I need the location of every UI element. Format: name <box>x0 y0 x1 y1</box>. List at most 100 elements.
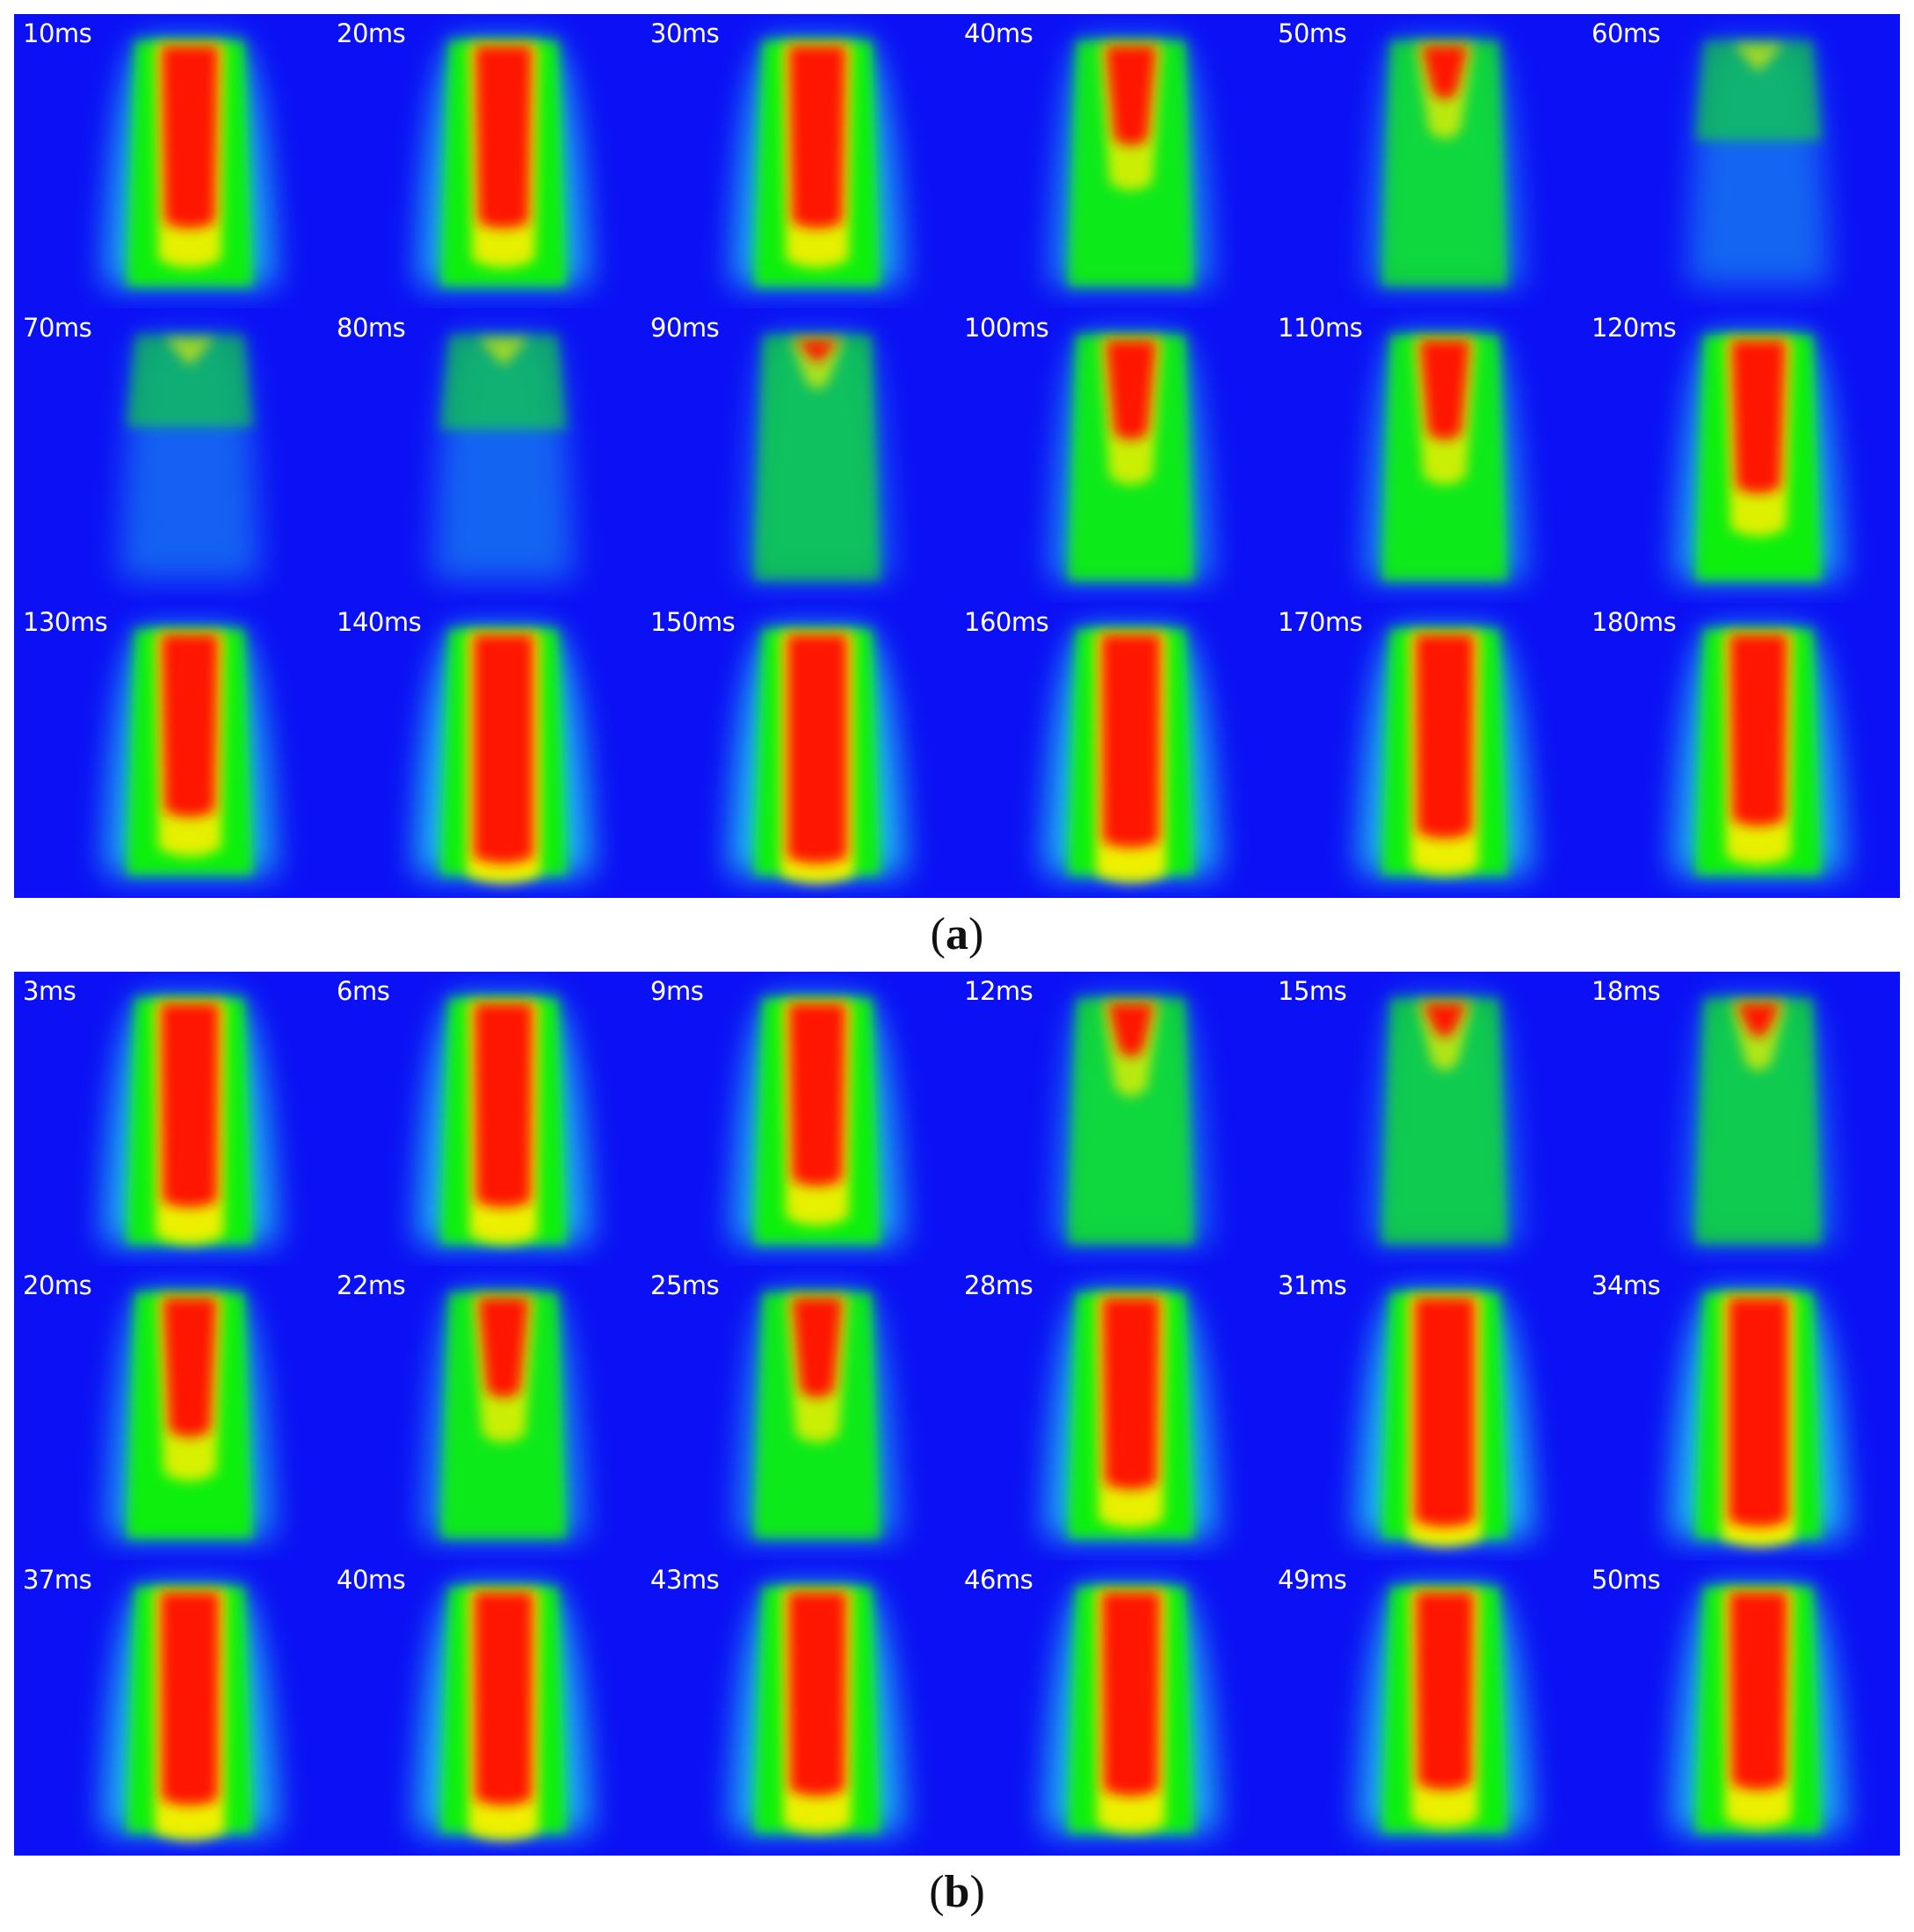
timestamp-label: 40ms <box>337 1565 406 1595</box>
timestamp-label: 34ms <box>1591 1270 1661 1300</box>
plume-image <box>729 629 905 883</box>
frame: 3ms <box>14 972 328 1266</box>
plume-image <box>103 1587 277 1841</box>
plume-image <box>431 335 576 581</box>
timestamp-label: 150ms <box>650 607 736 637</box>
plume-image <box>1051 335 1211 581</box>
timestamp-label: 80ms <box>337 313 406 343</box>
plume-red-core <box>1415 1298 1475 1527</box>
timestamp-label: 37ms <box>23 1565 92 1595</box>
timestamp-label: 90ms <box>650 313 720 343</box>
timestamp-label: 46ms <box>964 1565 1033 1595</box>
timestamp-label: 100ms <box>964 313 1049 343</box>
plume-yellow-core <box>478 338 529 365</box>
plume-red-core <box>474 1592 533 1805</box>
plume-red-core <box>1736 1003 1780 1038</box>
timestamp-label: 20ms <box>23 1270 92 1300</box>
timestamp-label: 31ms <box>1278 1270 1347 1300</box>
timestamp-label: 9ms <box>650 976 704 1006</box>
plume-image <box>105 629 275 875</box>
timestamp-label: 70ms <box>23 313 92 343</box>
plume-red-core <box>1729 1298 1788 1527</box>
plume-image <box>1357 1292 1533 1546</box>
plume-image <box>1675 335 1842 581</box>
plume-red-core <box>474 634 533 864</box>
timestamp-label: 43ms <box>650 1565 720 1595</box>
plume-red-core <box>1729 634 1787 827</box>
timestamp-label: 180ms <box>1591 607 1677 637</box>
frame: 20ms <box>328 14 642 308</box>
plume-red-core <box>1106 46 1156 146</box>
plume-red-core <box>787 634 847 864</box>
plume-green-column <box>1381 40 1508 286</box>
timestamp-label: 12ms <box>964 976 1033 1006</box>
plume-image <box>732 40 903 286</box>
frame: 30ms <box>642 14 955 308</box>
frame: 130ms <box>14 603 328 897</box>
plume-red-core <box>161 634 219 818</box>
frame: 34ms <box>1583 1266 1896 1560</box>
plume-image <box>732 998 903 1244</box>
timestamp-label: 6ms <box>337 976 390 1006</box>
frame: 140ms <box>328 603 642 897</box>
plume-image <box>737 1292 897 1538</box>
timestamp-label: 18ms <box>1591 976 1661 1006</box>
plume-red-core <box>792 1298 843 1398</box>
timestamp-label: 15ms <box>1278 976 1347 1006</box>
plume-red-core <box>788 1003 846 1187</box>
frame: 12ms <box>955 972 1269 1266</box>
plume-green-column <box>1695 998 1822 1244</box>
frame: 46ms <box>955 1560 1269 1855</box>
timestamp-label: 25ms <box>650 1270 720 1300</box>
plume-red-core <box>1421 46 1468 99</box>
frame: 28ms <box>955 1266 1269 1560</box>
plume-image <box>119 335 261 581</box>
plume-image <box>417 998 591 1244</box>
plume-green-column <box>1695 40 1822 141</box>
plume-red-core <box>1415 634 1475 839</box>
plume-red-core <box>1101 1592 1161 1797</box>
frame: 120ms <box>1583 308 1896 603</box>
frame: 160ms <box>955 603 1269 897</box>
plume-green-column <box>440 335 567 430</box>
plume-red-core <box>795 340 839 362</box>
plume-red-core <box>163 1298 217 1437</box>
plume-image <box>1368 40 1521 286</box>
panel-b-caption-letter: b <box>944 1867 970 1917</box>
panel-a-caption-letter: a <box>946 909 968 959</box>
frame: 40ms <box>328 1560 642 1855</box>
plume-image <box>1044 629 1218 883</box>
plume-image <box>1358 629 1532 875</box>
frame: 50ms <box>1269 14 1583 308</box>
timestamp-label: 170ms <box>1278 607 1363 637</box>
plume-image <box>416 629 591 883</box>
plume-red-core <box>1106 340 1156 440</box>
timestamp-label: 50ms <box>1591 1565 1661 1595</box>
plume-red-core <box>1101 634 1161 848</box>
plume-image <box>418 40 589 286</box>
frame: 6ms <box>328 972 642 1266</box>
plume-image <box>1055 998 1207 1244</box>
frame: 25ms <box>642 1266 955 1560</box>
plume-image <box>417 1587 591 1841</box>
plume-image <box>1672 1587 1845 1833</box>
timestamp-label: 120ms <box>1591 313 1677 343</box>
plume-red-core <box>161 46 219 229</box>
frame: 37ms <box>14 1560 328 1855</box>
plume-image <box>743 335 891 581</box>
plume-image <box>103 998 277 1244</box>
timestamp-label: 160ms <box>964 607 1049 637</box>
frame: 9ms <box>642 972 955 1266</box>
frame: 40ms <box>955 14 1269 308</box>
panel-b-image-grid: 3ms 6ms 9ms 12ms 15ms 18ms 20ms 22ms 25ms 28ms 31m… <box>14 972 1900 1856</box>
frame: 15ms <box>1269 972 1583 1266</box>
plume-image <box>1044 1587 1218 1833</box>
frame: 18ms <box>1583 972 1896 1266</box>
frame: 90ms <box>642 308 955 603</box>
frame: 20ms <box>14 1266 328 1560</box>
plume-image <box>1365 335 1525 581</box>
plume-image <box>1051 40 1211 286</box>
plume-image <box>1370 998 1519 1244</box>
timestamp-label: 3ms <box>23 976 76 1006</box>
frame: 43ms <box>642 1560 955 1855</box>
